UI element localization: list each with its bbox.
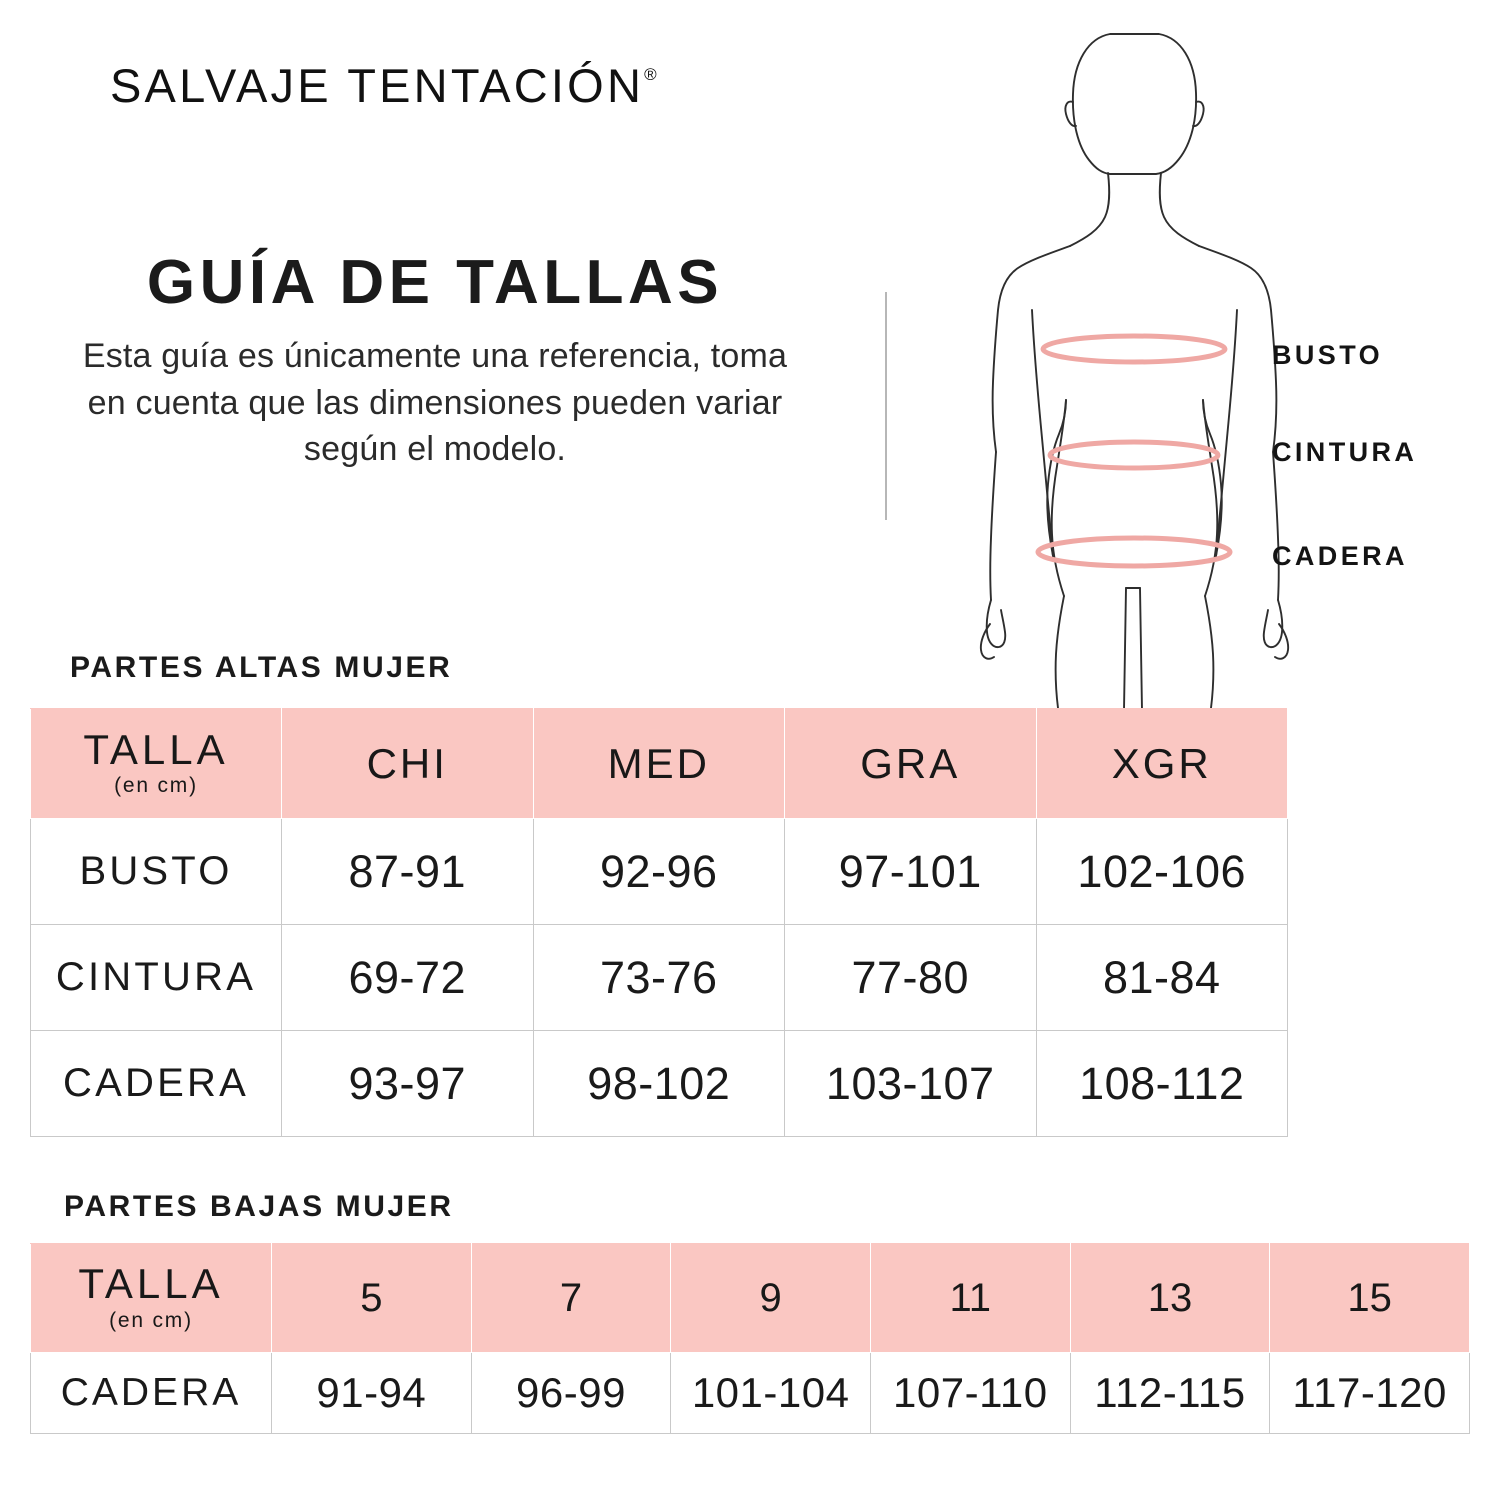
section-caption-bottoms: PARTES BAJAS MUJER: [64, 1190, 454, 1223]
table-row: BUSTO 87-91 92-96 97-101 102-106: [30, 818, 1288, 925]
header-cell-size-xgr: XGR: [1035, 708, 1288, 819]
unit-header-sub: (en cm): [114, 774, 198, 798]
cell-cintura-gra: 77-80: [784, 924, 1037, 1031]
header-cell-size-9: 9: [670, 1243, 871, 1353]
body-measurement-figure: [960, 10, 1340, 710]
cell-cintura-xgr: 81-84: [1035, 924, 1288, 1031]
cell-cadera-xgr: 108-112: [1035, 1030, 1288, 1137]
table-row: CADERA 93-97 98-102 103-107 108-112: [30, 1030, 1288, 1137]
cell-cadera-5: 91-94: [271, 1352, 472, 1434]
measure-label-waist: CINTURA: [1272, 437, 1418, 467]
vertical-divider: [885, 292, 887, 520]
cell-busto-chi: 87-91: [281, 818, 534, 925]
unit-header-sub: (en cm): [109, 1308, 193, 1332]
header-cell-size-med: MED: [532, 708, 785, 819]
unit-header-main: TALLA: [83, 725, 229, 773]
cell-cintura-chi: 69-72: [281, 924, 534, 1031]
row-label-cadera: CADERA: [30, 1030, 282, 1137]
header-cell-size-5: 5: [271, 1243, 472, 1353]
page-subtitle: Esta guía es únicamente una referencia, …: [82, 337, 788, 469]
cell-cadera-7: 96-99: [470, 1352, 672, 1434]
size-table-bottoms: TALLA (en cm) 5 7 9 11 13 15 CADERA 91-9…: [30, 1243, 1470, 1434]
unit-header-main: TALLA: [78, 1260, 224, 1308]
cell-cadera-9: 101-104: [670, 1352, 871, 1434]
hip-measure-line: [1035, 535, 1233, 569]
waist-measure-line: [1047, 439, 1221, 471]
header-cell-unit: TALLA (en cm): [30, 1243, 272, 1353]
header-cell-size-chi: CHI: [281, 708, 534, 819]
cell-cadera-gra: 103-107: [784, 1030, 1037, 1137]
cell-cadera-med: 98-102: [532, 1030, 785, 1137]
measure-label-bust: BUSTO: [1272, 340, 1384, 370]
table-header-row: TALLA (en cm) 5 7 9 11 13 15: [30, 1243, 1470, 1353]
row-label-cadera: CADERA: [30, 1352, 272, 1434]
cell-cintura-med: 73-76: [532, 924, 785, 1031]
row-label-cintura: CINTURA: [30, 924, 282, 1031]
cell-cadera-chi: 93-97: [281, 1030, 534, 1137]
table-row: CINTURA 69-72 73-76 77-80 81-84: [30, 924, 1288, 1031]
brand-logo: SALVAJE TENTACIÓN®: [110, 58, 657, 113]
cell-cadera-15: 117-120: [1269, 1352, 1470, 1434]
cell-cadera-13: 112-115: [1069, 1352, 1271, 1434]
cell-busto-xgr: 102-106: [1035, 818, 1288, 925]
header-cell-size-11: 11: [869, 1243, 1071, 1353]
page-title: GUÍA DE TALLAS: [146, 248, 724, 317]
bust-measure-line: [1040, 333, 1228, 365]
header-cell-size-7: 7: [470, 1243, 672, 1353]
cell-busto-gra: 97-101: [784, 818, 1037, 925]
cell-cadera-11: 107-110: [869, 1352, 1071, 1434]
table-row: CADERA 91-94 96-99 101-104 107-110 112-1…: [30, 1352, 1470, 1434]
table-header-row: TALLA (en cm) CHI MED GRA XGR: [30, 708, 1288, 819]
header-cell-size-15: 15: [1269, 1243, 1470, 1353]
heading-block: GUÍA DE TALLAS Esta guía es únicamente u…: [40, 250, 830, 473]
header-cell-unit: TALLA (en cm): [30, 708, 282, 819]
row-label-busto: BUSTO: [30, 818, 282, 925]
brand-name: SALVAJE TENTACIÓN: [110, 59, 645, 112]
section-caption-tops: PARTES ALTAS MUJER: [70, 651, 453, 684]
registered-trademark-icon: ®: [644, 65, 657, 84]
measure-label-hip: CADERA: [1272, 541, 1408, 571]
cell-busto-med: 92-96: [532, 818, 785, 925]
header-cell-size-13: 13: [1069, 1243, 1271, 1353]
header-cell-size-gra: GRA: [784, 708, 1037, 819]
size-table-tops: TALLA (en cm) CHI MED GRA XGR BUSTO 87-9…: [30, 708, 1288, 1137]
